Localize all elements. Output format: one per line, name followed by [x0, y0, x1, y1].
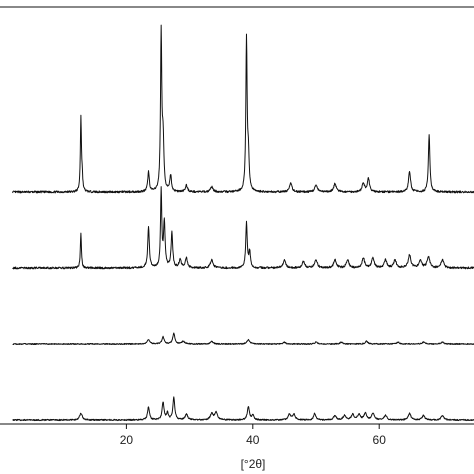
series-line-3	[12, 332, 474, 346]
x-axis-title: [°2θ]	[241, 457, 266, 471]
series-line-2	[12, 186, 474, 270]
plot-frame	[0, 6, 474, 425]
x-tick-label: 40	[246, 433, 260, 447]
x-tick-group: 20 40 60	[120, 424, 386, 447]
series-line-4	[12, 396, 474, 422]
x-tick-label: 20	[120, 433, 134, 447]
series-line-1	[12, 24, 474, 194]
x-tick-label: 60	[373, 433, 387, 447]
trace-group	[12, 24, 474, 422]
